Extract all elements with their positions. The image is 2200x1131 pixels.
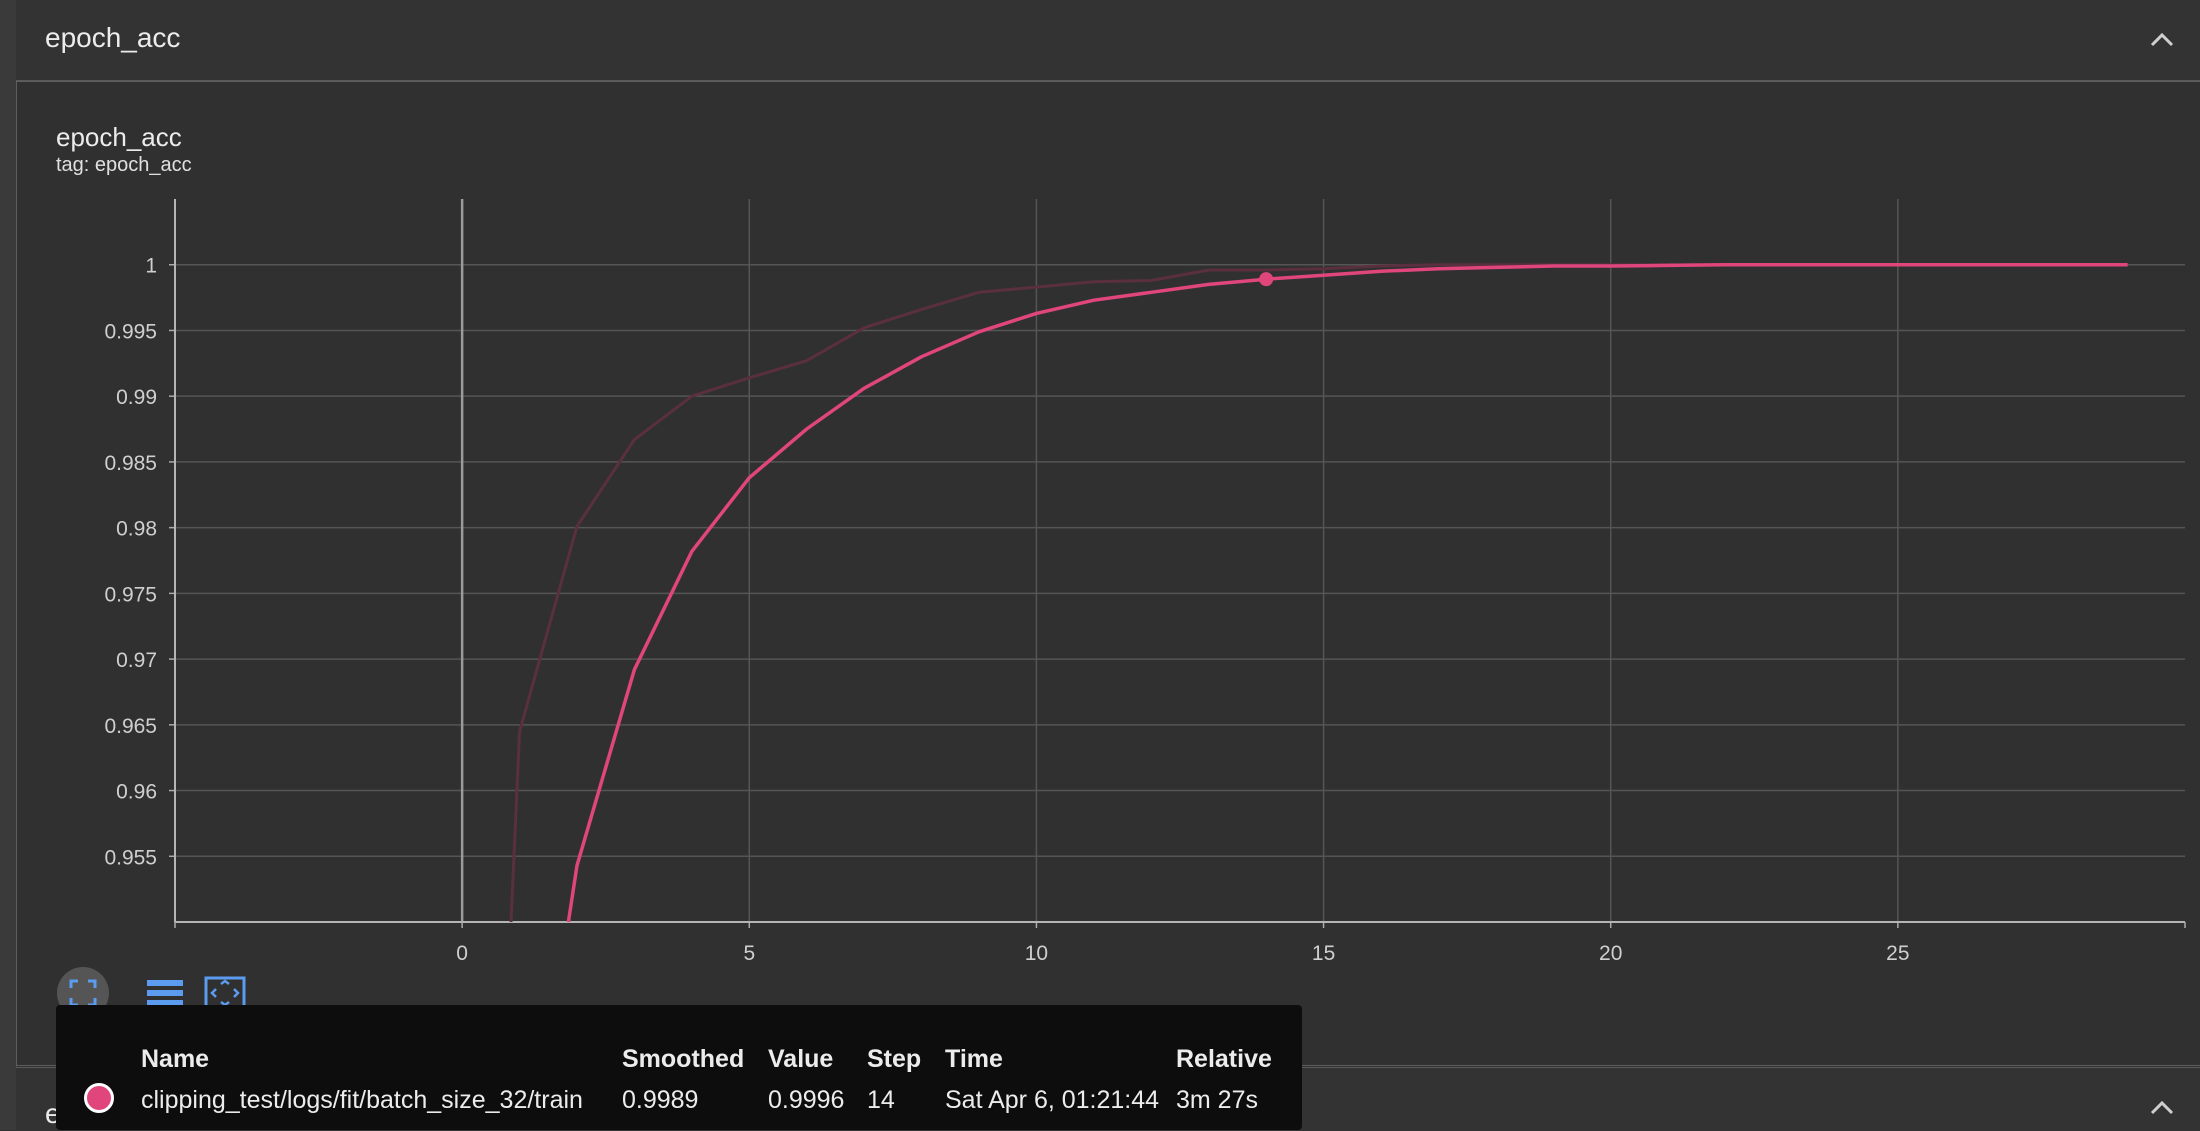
y-tick-label: 0.99 [116, 386, 157, 409]
chart-tooltip: Name Smoothed Value Step Time Relative c… [56, 1005, 1302, 1130]
y-tick-label: 0.955 [104, 846, 157, 869]
x-tick-label: 25 [1886, 942, 1909, 965]
y-tick-label: 0.965 [104, 715, 157, 738]
tooltip-value: 0.9996 [768, 1086, 845, 1114]
collapse-button-epoch-loss[interactable] [2142, 1088, 2182, 1128]
y-tick-label: 0.97 [116, 649, 157, 672]
tooltip-header-time: Time [945, 1045, 1003, 1073]
tooltip-time: Sat Apr 6, 01:21:44 [945, 1086, 1160, 1114]
chart-card-tag: tag: epoch_acc [56, 154, 192, 176]
tooltip-relative: 3m 27s [1176, 1086, 1258, 1114]
y-tick-label: 0.975 [104, 583, 157, 606]
tooltip-header-relative: Relative [1176, 1045, 1272, 1073]
x-tick-label: 10 [1025, 942, 1048, 965]
x-tick-label: 5 [743, 942, 755, 965]
data-table-button[interactable] [139, 967, 191, 1019]
chart-svg: 0.955 0.96 0.965 0.97 0.975 0.98 0.985 0.99 0.99… [104, 199, 2186, 965]
chevron-up-icon [2150, 32, 2174, 47]
y-tick-label: 0.995 [104, 320, 157, 343]
tooltip-header-smoothed: Smoothed [622, 1045, 745, 1073]
left-rail [0, 0, 17, 1130]
x-tick-label: 0 [456, 942, 468, 965]
y-tick-label: 0.96 [116, 781, 157, 804]
x-tick-label: 20 [1599, 942, 1622, 965]
collapse-button[interactable] [2142, 20, 2182, 60]
y-tick-label: 1 [145, 255, 157, 278]
chevron-up-icon [2150, 1100, 2174, 1115]
tooltip-smoothed-value: 0.9989 [622, 1086, 699, 1114]
chart-card: epoch_acc tag: epoch_acc 0.955 0.96 0.965 0… [16, 81, 2200, 1066]
y-tick-label: 0.985 [104, 452, 157, 475]
data-table-icon [147, 980, 183, 1006]
section-header-epoch-acc[interactable]: epoch_acc [16, 0, 2200, 81]
series-line-smoothed [566, 262, 2128, 923]
tooltip-run-name: clipping_test/logs/fit/batch_size_32/tra… [141, 1086, 583, 1114]
tooltip-step: 14 [867, 1086, 895, 1114]
tooltip-header-name: Name [141, 1045, 210, 1073]
fullscreen-icon [69, 979, 97, 1007]
section-title: epoch_acc [45, 22, 181, 53]
y-tick-label: 0.98 [116, 518, 157, 541]
series-color-swatch [84, 1083, 114, 1113]
highlight-point [1259, 272, 1274, 287]
tooltip-header-step: Step [867, 1045, 922, 1073]
chart-card-title: epoch_acc [56, 122, 182, 152]
x-tick-label: 15 [1312, 942, 1335, 965]
tooltip-header-value: Value [768, 1045, 834, 1073]
